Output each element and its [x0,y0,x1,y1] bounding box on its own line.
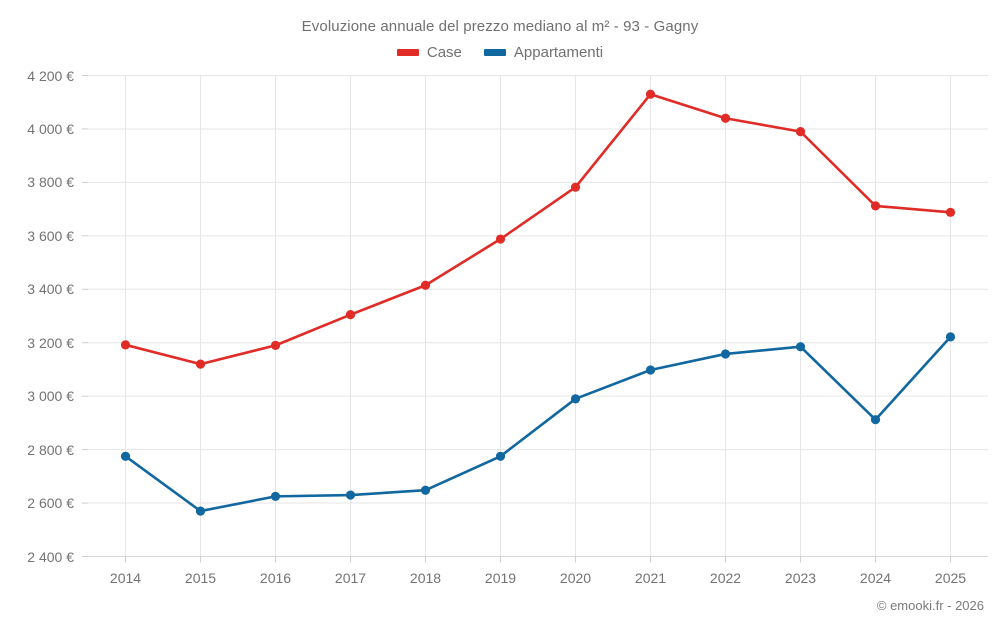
data-point[interactable] [495,234,506,244]
x-axis-tick-label: 2016 [259,569,292,586]
credit-text: © emooki.fr - 2026 [876,598,984,613]
legend-item-appartamenti[interactable]: Appartamenti [483,44,604,61]
data-point[interactable] [195,359,206,369]
data-point[interactable] [720,113,731,123]
data-point[interactable] [120,451,131,461]
data-point[interactable] [945,207,956,217]
legend-item-case[interactable]: Case [396,44,462,61]
series-line-1 [124,92,952,366]
x-axis-tick-label: 2020 [559,569,592,586]
data-point[interactable] [195,506,206,516]
x-axis-tick-label: 2018 [409,569,442,586]
data-point[interactable] [870,201,881,211]
x-axis-tick-label: 2017 [334,569,367,586]
x-axis-tick-label: 2023 [784,569,817,586]
y-axis-tick-label: 2 400 € [27,548,74,565]
data-point[interactable] [570,182,581,192]
x-axis-tick-label: 2025 [934,569,967,586]
data-point[interactable] [270,491,281,501]
data-point[interactable] [795,342,806,352]
data-point[interactable] [570,394,581,404]
y-axis-tick-label: 3 800 € [27,174,74,191]
data-point[interactable] [645,365,656,375]
legend-label-case: Case [426,44,462,61]
x-axis-tick-label: 2024 [859,569,892,586]
chart-legend: Case Appartamenti [0,44,1000,61]
legend-label-appartamenti: Appartamenti [513,44,604,61]
data-point[interactable] [345,310,356,320]
data-point[interactable] [270,340,281,350]
x-axis-tick-label: 2022 [709,569,742,586]
data-point[interactable] [420,485,431,495]
legend-swatch-appartamenti [483,49,506,56]
data-point[interactable] [945,332,956,342]
x-axis-tick-label: 2019 [484,569,517,586]
y-axis-tick-label: 3 200 € [27,334,74,351]
legend-swatch-case [396,49,419,56]
data-point[interactable] [870,415,881,425]
data-point[interactable] [795,127,806,137]
y-axis-tick-label: 2 600 € [27,495,74,512]
chart-title: Evoluzione annuale del prezzo mediano al… [301,18,699,35]
y-axis-tick-label: 3 000 € [27,388,74,405]
x-axis-tick-label: 2021 [634,569,667,586]
y-axis-tick-label: 4 200 € [27,67,74,84]
data-point[interactable] [345,490,356,500]
y-axis-tick-label: 3 600 € [27,227,74,244]
data-point[interactable] [420,280,431,290]
x-axis-tick-label: 2015 [184,569,217,586]
y-axis-tick-label: 4 000 € [27,120,74,137]
series-line-2 [124,335,952,513]
data-point[interactable] [720,349,731,359]
data-point[interactable] [645,89,656,99]
x-axis-tick-label: 2014 [109,569,142,586]
data-point[interactable] [120,340,131,350]
y-axis-tick-label: 3 400 € [27,281,74,298]
y-axis-tick-label: 2 800 € [27,441,74,458]
data-point[interactable] [495,451,506,461]
